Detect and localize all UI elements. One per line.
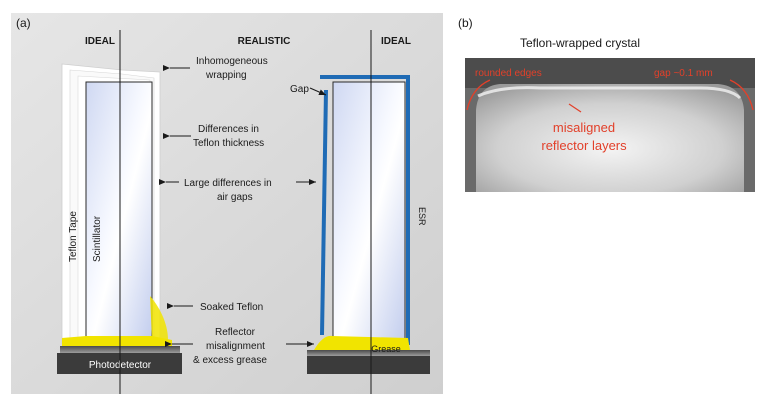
grease-label: Grease xyxy=(371,344,401,354)
ideal-right-header: IDEAL xyxy=(381,36,411,47)
misaligned-label-2: reflector layers xyxy=(541,138,627,153)
annotation-inhomogeneous-1: Inhomogeneous xyxy=(196,56,268,67)
scintillator-crystal-left xyxy=(85,81,153,341)
annotation-large-1: Large differences in xyxy=(184,178,272,189)
rounded-edge-marker-right xyxy=(729,79,754,111)
crystal-photo-top-shadow xyxy=(465,58,755,88)
soaked-teflon-region xyxy=(150,296,168,340)
esr-reflector-left xyxy=(320,89,328,336)
annotation-reflector-2: misalignment xyxy=(206,341,265,352)
annotation-soaked: Soaked Teflon xyxy=(200,302,263,313)
ideal-left-header: IDEAL xyxy=(85,36,115,47)
annotation-reflector-3: & excess grease xyxy=(193,355,267,366)
gap-arrow xyxy=(309,87,327,96)
esr-label: ESR xyxy=(417,207,427,226)
realistic-header: REALISTIC xyxy=(238,36,291,47)
photodetector-right xyxy=(307,356,430,374)
misaligned-label-1: misaligned xyxy=(553,120,615,135)
rounded-edges-label: rounded edges xyxy=(475,68,542,79)
grease-layer-right xyxy=(314,335,410,350)
gap-size-label: gap ~0.1 mm xyxy=(654,68,713,79)
esr-wrapped-assembly: Grease Gap ESR xyxy=(290,30,430,394)
annotation-inhomogeneous-2: wrapping xyxy=(205,70,247,81)
gap-label: Gap xyxy=(290,84,309,95)
misaligned-pointer xyxy=(568,103,582,113)
scintillator-crystal-right xyxy=(332,81,406,343)
panel-a-label: (a) xyxy=(16,16,31,30)
teflon-wrapped-assembly: Teflon Tape Scintillator Photodetector xyxy=(57,30,182,394)
photodetector-window-right xyxy=(307,350,430,356)
annotation-differences-2: Teflon thickness xyxy=(193,138,264,149)
grease-layer-left xyxy=(62,336,172,347)
panel-b: (b) Teflon-wrapped crystal rounded edges… xyxy=(458,16,755,192)
annotation-reflector-1: Reflector xyxy=(215,327,256,338)
teflon-tape-label: Teflon Tape xyxy=(68,211,79,262)
scintillator-label: Scintillator xyxy=(92,215,103,262)
annotation-large-2: air gaps xyxy=(217,192,253,203)
crystal-photo-edge-highlight xyxy=(477,86,742,100)
esr-reflector-right xyxy=(320,75,410,345)
annotation-differences-1: Differences in xyxy=(198,124,259,135)
realistic-annotations: Inhomogeneous wrapping Differences in Te… xyxy=(159,56,316,366)
panel-b-title: Teflon-wrapped crystal xyxy=(520,36,640,50)
crystal-photo-body xyxy=(476,84,744,192)
rounded-edge-marker-left xyxy=(466,79,491,111)
panel-b-label: (b) xyxy=(458,16,473,30)
panel-a: (a) IDEAL REALISTIC IDEAL Teflon Tape Sc… xyxy=(11,13,443,394)
